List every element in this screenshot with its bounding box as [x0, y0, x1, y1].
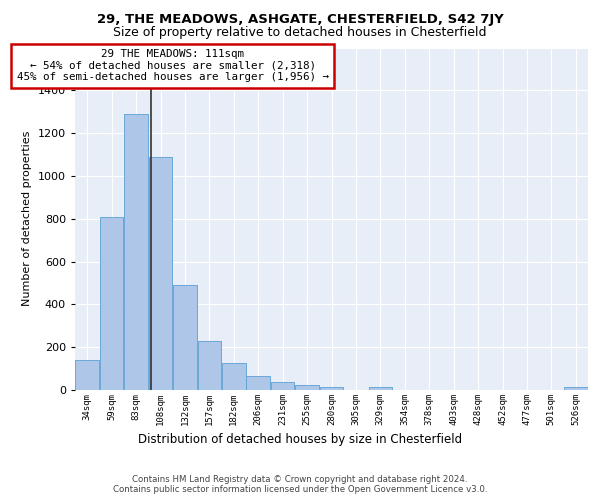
Y-axis label: Number of detached properties: Number of detached properties: [22, 131, 32, 306]
Bar: [295, 384, 319, 390]
Bar: [149, 156, 172, 390]
Text: 29 THE MEADOWS: 111sqm
← 54% of detached houses are smaller (2,318)
45% of semi-: 29 THE MEADOWS: 111sqm ← 54% of detached…: [17, 49, 329, 82]
Bar: [564, 387, 587, 390]
Bar: [197, 341, 221, 390]
Text: Size of property relative to detached houses in Chesterfield: Size of property relative to detached ho…: [113, 26, 487, 39]
Text: Distribution of detached houses by size in Chesterfield: Distribution of detached houses by size …: [138, 432, 462, 446]
Text: 29, THE MEADOWS, ASHGATE, CHESTERFIELD, S42 7JY: 29, THE MEADOWS, ASHGATE, CHESTERFIELD, …: [97, 12, 503, 26]
Bar: [271, 382, 295, 390]
Bar: [320, 387, 343, 390]
Bar: [76, 360, 99, 390]
Bar: [368, 387, 392, 390]
Bar: [247, 376, 270, 390]
Bar: [173, 285, 197, 390]
Bar: [222, 362, 245, 390]
Text: Contains HM Land Registry data © Crown copyright and database right 2024.
Contai: Contains HM Land Registry data © Crown c…: [113, 475, 487, 494]
Bar: [124, 114, 148, 390]
Bar: [100, 216, 124, 390]
